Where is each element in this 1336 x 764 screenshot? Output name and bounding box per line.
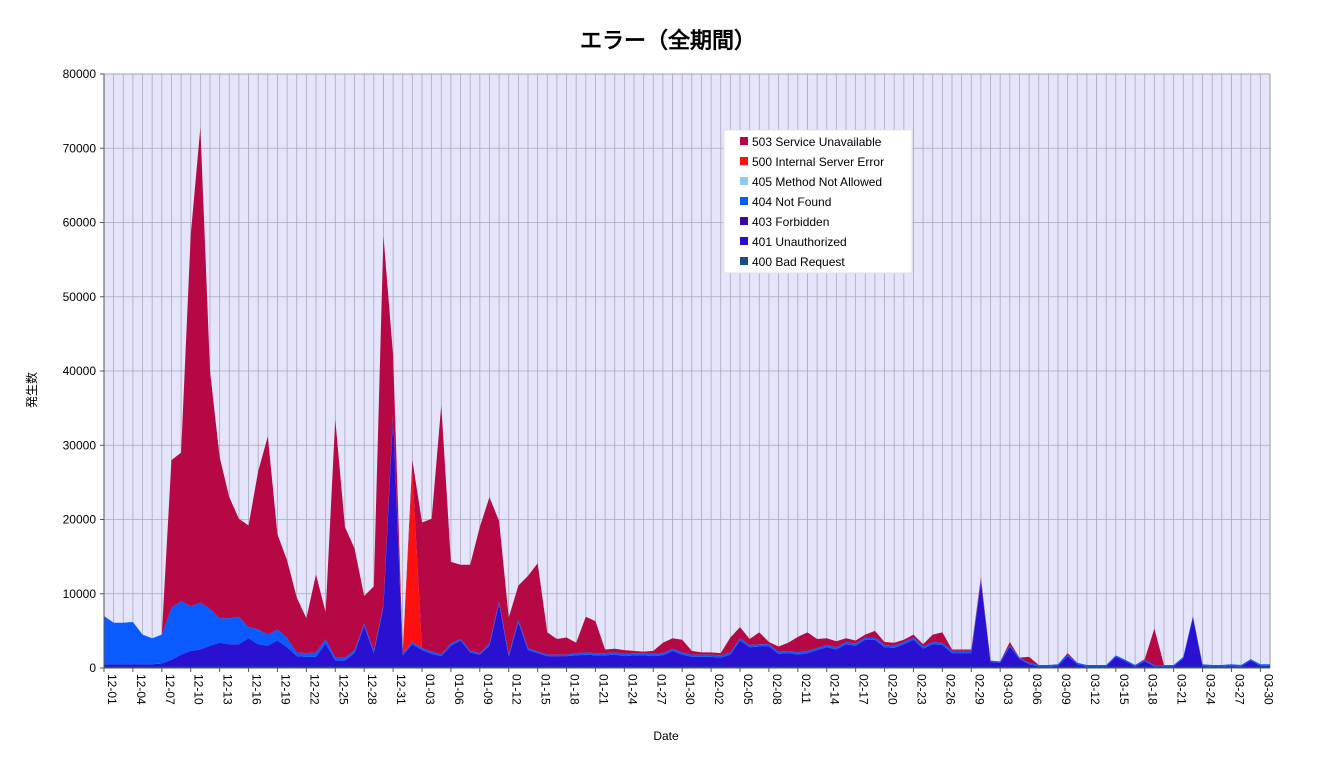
- horizontal-gridlines: [104, 73, 1270, 669]
- y-tick-label: 60000: [63, 216, 97, 230]
- x-tick-label: 02-02: [712, 674, 726, 705]
- x-tick-label: 01-15: [539, 674, 553, 705]
- legend-label: 500 Internal Server Error: [752, 155, 884, 169]
- x-tick-label: 02-14: [828, 674, 842, 705]
- x-tick-label: 02-11: [799, 674, 813, 704]
- x-tick-label: 03-27: [1232, 674, 1246, 705]
- x-tick-label: 02-08: [770, 674, 784, 705]
- x-tick-label: 02-20: [886, 674, 900, 705]
- x-tick-label: 01-30: [683, 674, 697, 705]
- x-tick-label: 01-06: [452, 674, 466, 705]
- y-tick-label: 50000: [63, 290, 97, 304]
- x-tick-label: 02-23: [914, 674, 928, 705]
- x-tick-label: 03-18: [1146, 674, 1160, 705]
- y-axis-ticks: 0 10000 20000 30000 40000 50000 60000 70000 8000…: [63, 67, 104, 675]
- legend-swatch: [740, 157, 748, 165]
- legend-swatch: [740, 197, 748, 205]
- legend-swatch: [740, 137, 748, 145]
- legend-swatch: [740, 217, 748, 225]
- y-tick-label: 40000: [63, 364, 97, 378]
- x-tick-label: 12-28: [365, 674, 379, 705]
- x-tick-label: 02-17: [857, 674, 871, 705]
- legend-swatch: [740, 257, 748, 265]
- legend-label: 401 Unauthorized: [752, 235, 847, 249]
- x-tick-label: 12-13: [221, 674, 235, 705]
- y-axis-label: 発生数: [24, 372, 39, 408]
- y-tick-label: 10000: [63, 587, 97, 601]
- x-tick-label: 01-09: [481, 674, 495, 705]
- x-tick-label: 03-15: [1117, 674, 1131, 705]
- x-tick-label: 01-12: [510, 674, 524, 705]
- x-tick-label: 03-21: [1175, 674, 1189, 705]
- x-axis-label: Date: [653, 729, 679, 743]
- x-tick-label: 01-21: [596, 674, 610, 705]
- legend-swatch: [740, 237, 748, 245]
- x-tick-label: 02-05: [741, 674, 755, 705]
- legend-label: 400 Bad Request: [752, 255, 845, 269]
- x-tick-label: 12-31: [394, 674, 408, 705]
- legend-label: 404 Not Found: [752, 195, 831, 209]
- x-tick-label: 03-09: [1059, 674, 1073, 705]
- legend-label: 403 Forbidden: [752, 215, 829, 229]
- x-tick-label: 12-25: [336, 674, 350, 705]
- x-tick-label: 03-12: [1088, 674, 1102, 705]
- x-tick-label: 02-29: [972, 674, 986, 705]
- x-tick-label: 01-03: [423, 674, 437, 705]
- x-tick-label: 12-01: [105, 674, 119, 705]
- series-area: [104, 413, 1270, 667]
- x-tick-label: 12-07: [163, 674, 177, 705]
- x-tick-label: 12-22: [307, 674, 321, 705]
- x-axis-ticks: 12-01 12-04 12-07 12-10 12-13 12-16 12-19 12-22…: [103, 668, 1275, 705]
- x-tick-label: 01-24: [625, 674, 639, 705]
- x-tick-label: 03-30: [1261, 674, 1275, 705]
- x-tick-label: 01-27: [654, 674, 668, 705]
- legend: 503 Service Unavailable 500 Internal Serv…: [723, 129, 913, 274]
- x-tick-label: 03-03: [1001, 674, 1015, 705]
- x-tick-label: 01-18: [568, 674, 582, 705]
- y-tick-label: 20000: [63, 513, 97, 527]
- legend-label: 405 Method Not Allowed: [752, 175, 882, 189]
- x-tick-label: 12-19: [278, 674, 292, 705]
- y-tick-label: 70000: [63, 141, 97, 155]
- y-tick-label: 80000: [63, 67, 97, 81]
- x-tick-label: 12-16: [250, 674, 264, 705]
- x-tick-label: 12-04: [134, 674, 148, 705]
- x-tick-label: 03-06: [1030, 674, 1044, 705]
- legend-label: 503 Service Unavailable: [752, 135, 882, 149]
- x-tick-label: 03-24: [1204, 674, 1218, 705]
- chart-title: エラー（全期間）: [580, 28, 756, 54]
- x-tick-label: 12-10: [192, 674, 206, 705]
- series-area: [104, 127, 1270, 666]
- x-tick-label: 02-26: [943, 674, 957, 705]
- y-tick-label: 30000: [63, 438, 97, 452]
- legend-box: [723, 129, 913, 274]
- y-tick-label: 0: [89, 661, 96, 675]
- series-area: [104, 415, 1270, 667]
- legend-swatch: [740, 177, 748, 185]
